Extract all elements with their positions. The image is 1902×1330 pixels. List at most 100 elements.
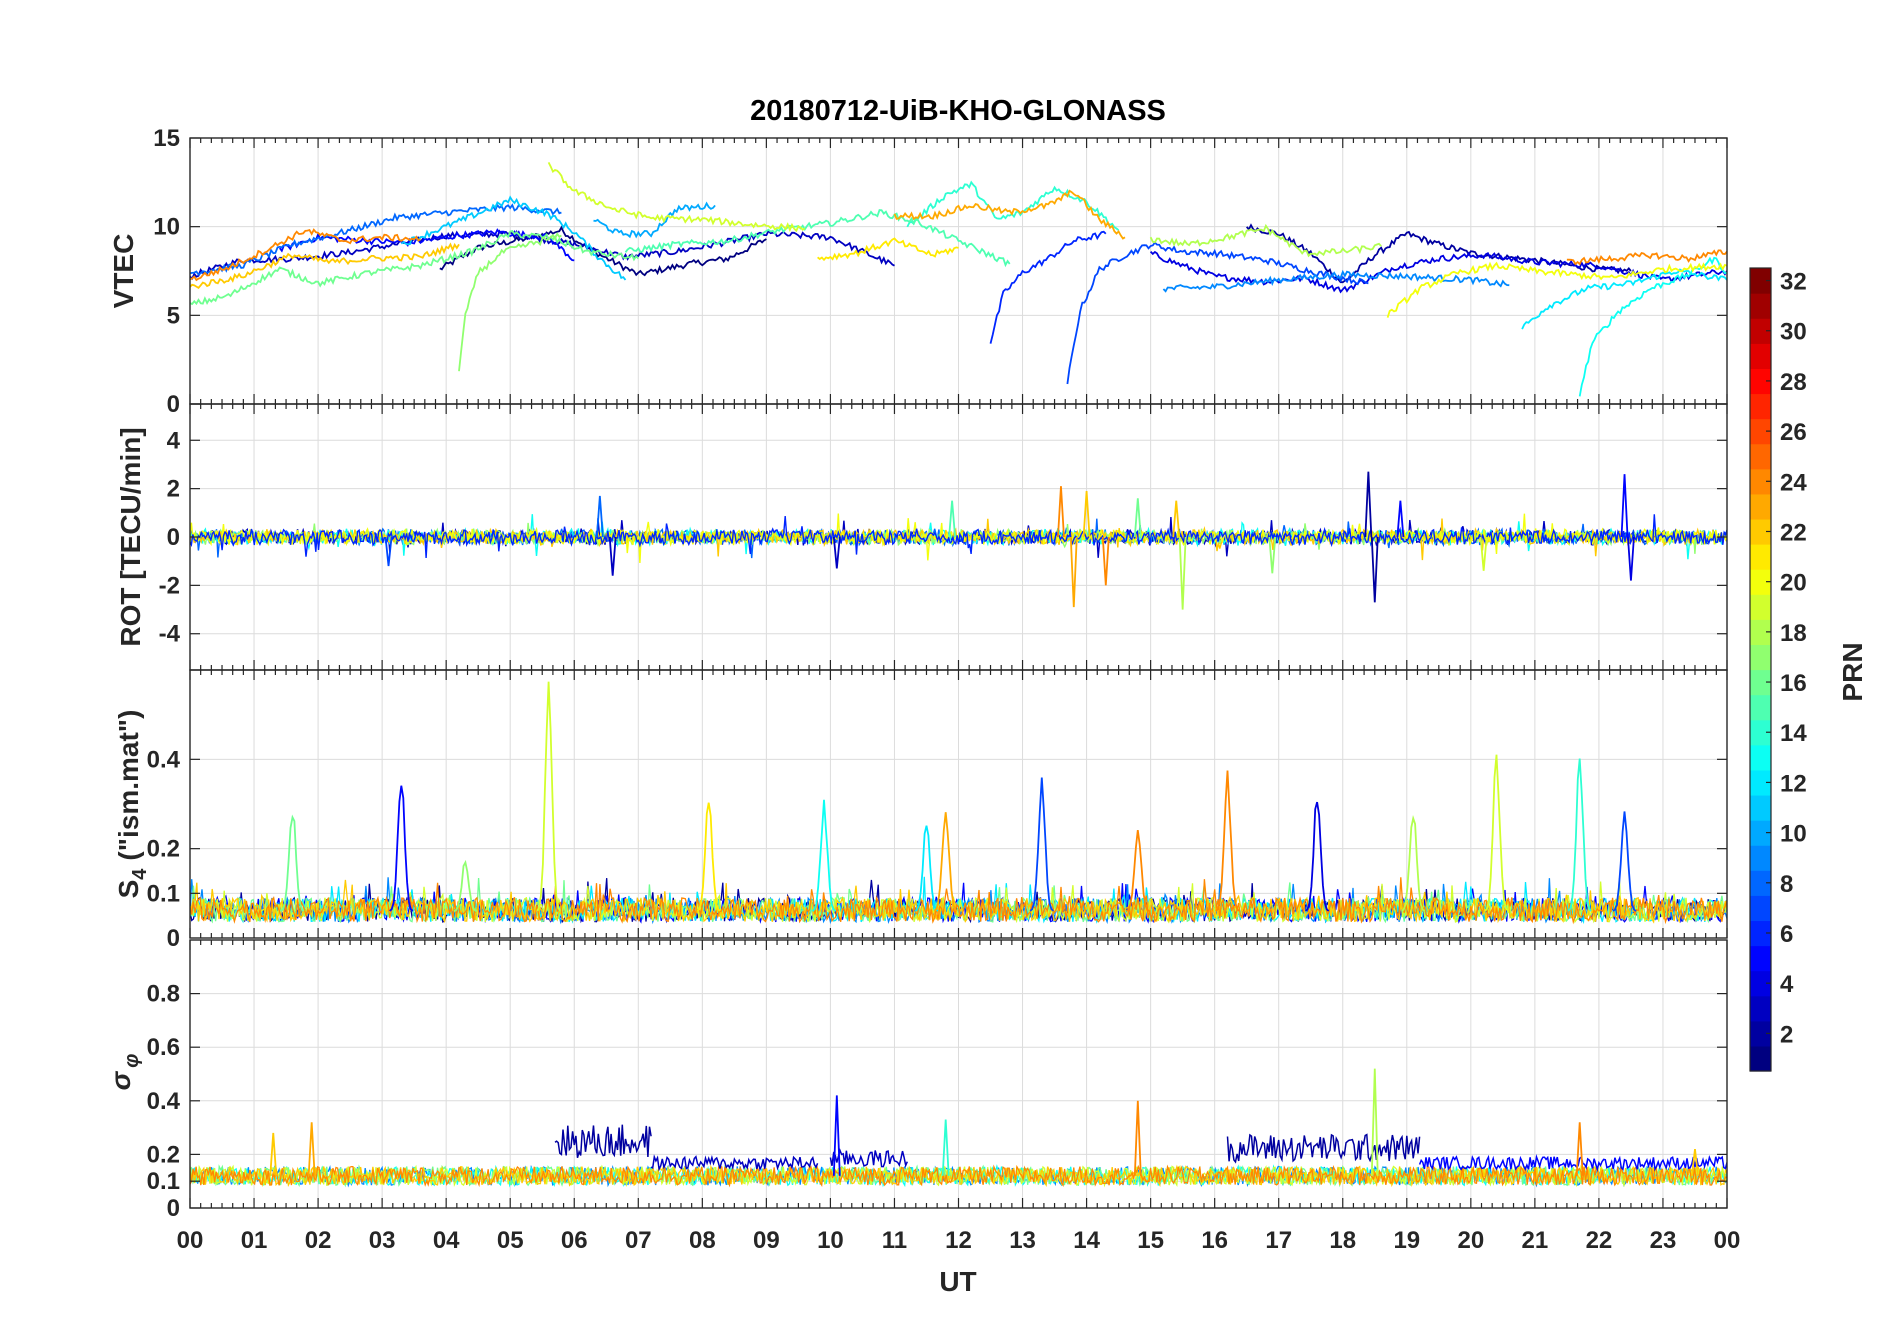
vtec-trace-prn-11 — [400, 195, 627, 281]
vtec-trace-prn-16 — [190, 229, 639, 306]
vtec-trace-prn-6 — [989, 230, 1107, 344]
vtec-trace-prn-24 — [1566, 249, 1727, 266]
colorbar-tick-label: 26 — [1780, 419, 1807, 446]
sigma-phi-peak — [1370, 1068, 1379, 1176]
colorbar-swatch — [1750, 895, 1771, 922]
s4-trace-prn-22 — [190, 879, 1727, 924]
sigma-phi-elevated — [554, 1124, 652, 1158]
colorbar-swatch — [1750, 644, 1771, 671]
colorbar-tick-label: 16 — [1780, 670, 1807, 697]
x-tick-label: 00 — [1714, 1227, 1741, 1254]
x-tick-label: 05 — [497, 1227, 524, 1254]
colorbar-tick-label: 10 — [1780, 821, 1807, 848]
s4-peak — [1215, 770, 1240, 912]
colorbar-swatch — [1750, 845, 1771, 871]
vtec-trace-prn-22 — [190, 242, 460, 289]
s4-traces — [190, 681, 1727, 925]
colorbar-swatch — [1750, 669, 1771, 696]
sigma-phi-elevated — [829, 1148, 908, 1168]
x-tick-label: 17 — [1265, 1227, 1292, 1254]
colorbar-swatch — [1750, 694, 1771, 721]
sigma-phi-peak — [1691, 1148, 1699, 1176]
sigma-phi-panel: 00.10.2 0.4 0.6 0.8 σφ — [105, 939, 1728, 1222]
colorbar-swatch — [1750, 769, 1771, 796]
s4-ytick-label: 0 — [167, 925, 180, 952]
x-tick-label: 10 — [817, 1227, 844, 1254]
sigma-phi-elevated — [1418, 1153, 1727, 1173]
sigma-phi-trace-prn-24 — [190, 1164, 1727, 1188]
s4-peak — [811, 799, 837, 912]
colorbar-label: PRN — [1837, 642, 1868, 701]
colorbar-swatch — [1750, 443, 1771, 470]
sigma-phi-elevated — [1226, 1133, 1421, 1164]
x-tick-label: 19 — [1393, 1227, 1420, 1254]
x-tick-label: 23 — [1650, 1227, 1677, 1254]
colorbar-swatch — [1750, 268, 1771, 294]
rot-spike — [384, 536, 393, 567]
rot-spike — [1069, 536, 1078, 608]
s4-peak — [1612, 811, 1637, 912]
s4-frame — [189, 669, 1728, 939]
vtec-ytick-label: 0 — [167, 391, 180, 418]
vtec-trace-prn-9 — [1162, 269, 1510, 293]
colorbar-swatch — [1750, 393, 1771, 420]
x-tick-label: 12 — [945, 1227, 972, 1254]
s4-ytick-label: 0.1 — [147, 880, 180, 907]
colorbar-tick-label: 8 — [1780, 871, 1793, 898]
s4-ytick-label: 0.4 — [147, 746, 181, 773]
chart-title: 20180712-UiB-KHO-GLONASS — [750, 95, 1166, 127]
sig-ytick-label: 0.1 — [147, 1168, 180, 1195]
x-tick-label: 16 — [1201, 1227, 1228, 1254]
s4-peak — [1567, 758, 1592, 912]
colorbar-swatch — [1750, 744, 1771, 771]
s4-peak — [1401, 815, 1426, 912]
rot-ylabel: ROT [TECU/min] — [115, 427, 146, 646]
vtec-traces — [190, 161, 1727, 397]
x-tick-label: 01 — [241, 1227, 268, 1254]
rot-trace-prn-6 — [190, 514, 1727, 558]
sig-ytick-label: 0.6 — [147, 1034, 180, 1061]
rot-spike — [1479, 536, 1488, 571]
vtec-trace-prn-21 — [817, 237, 959, 262]
sigma-phi-ylabel-main: σ — [105, 1070, 136, 1090]
sigma-phi-peak — [1133, 1100, 1142, 1176]
colorbar-tick-label: 32 — [1780, 269, 1807, 296]
rot-spike — [1133, 498, 1142, 538]
rot-spike — [1627, 536, 1635, 581]
colorbar-swatch — [1750, 820, 1771, 846]
x-tick-label: 21 — [1522, 1227, 1549, 1254]
s4-ylabel: S4 ("ism.mat") — [113, 710, 151, 899]
sigma-phi-frame — [189, 939, 1728, 1209]
x-tick-label: 02 — [305, 1227, 332, 1254]
vtec-trace-prn-20 — [1386, 261, 1727, 318]
x-tick-label: 07 — [625, 1227, 652, 1254]
colorbar-swatch — [1750, 368, 1771, 395]
sigma-phi-peak — [269, 1132, 278, 1176]
colorbar-swatch — [1750, 970, 1771, 997]
s4-ylabel-rest: ("ism.mat") — [113, 710, 144, 861]
rot-spike — [1101, 536, 1110, 586]
s4-peak — [1125, 829, 1150, 912]
colorbar-swatch — [1750, 1020, 1771, 1047]
rot-spike — [1172, 500, 1181, 538]
x-tick-label: 22 — [1586, 1227, 1613, 1254]
colorbar-swatch — [1750, 1045, 1771, 1072]
colorbar-tick-label: 14 — [1780, 720, 1807, 747]
sig-ytick-label: 0 — [167, 1195, 180, 1222]
vtec-panel: 0 5 10 15 VTEC — [108, 125, 1728, 418]
colorbar-tick-label: 24 — [1780, 469, 1807, 496]
sigma-phi-traces — [190, 1068, 1727, 1188]
x-tick-label: 15 — [1137, 1227, 1164, 1254]
x-tick-label: 11 — [882, 1227, 907, 1254]
colorbar-tick-label: 30 — [1780, 319, 1807, 346]
vtec-trace-prn-12 — [1521, 268, 1727, 330]
rot-spike — [1370, 536, 1379, 603]
s4-ylabel-main: S — [113, 880, 144, 899]
sigma-phi-ylabel-sub: φ — [121, 1054, 143, 1068]
colorbar-tick-label: 20 — [1780, 570, 1807, 597]
rot-traces — [190, 471, 1727, 610]
x-tick-label: 03 — [369, 1227, 396, 1254]
rot-ytick-label: -4 — [159, 621, 181, 648]
